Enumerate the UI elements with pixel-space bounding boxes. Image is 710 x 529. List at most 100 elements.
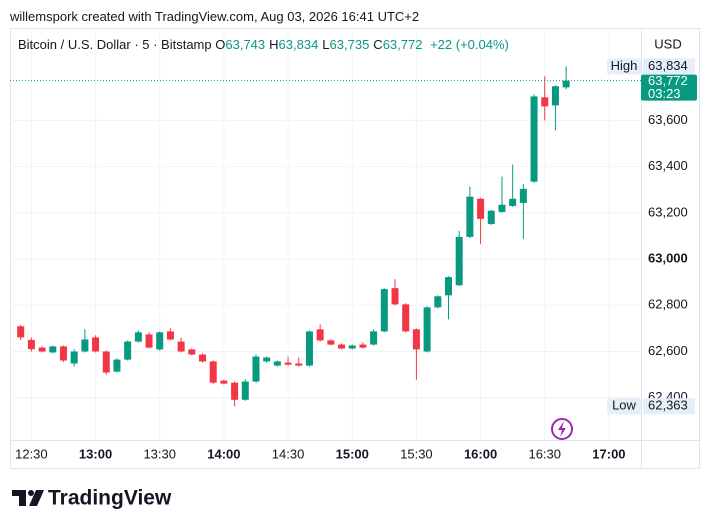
legend-key: C <box>373 37 383 52</box>
x-tick-label: 13:00 <box>79 446 112 461</box>
legend-key: O <box>215 37 226 52</box>
x-tick-label: 16:00 <box>464 446 497 461</box>
y-tick-label: 63,400 <box>648 158 688 173</box>
candle-body <box>156 332 164 350</box>
candle-body <box>348 345 356 349</box>
candle-body <box>370 331 378 345</box>
candle-body <box>359 344 367 348</box>
x-tick-label: 14:00 <box>207 446 240 461</box>
y-tick-label: 63,200 <box>648 204 688 219</box>
candle-body <box>188 349 196 355</box>
x-tick-label: 15:30 <box>400 446 433 461</box>
brand: TradingView <box>48 487 172 510</box>
candle-body <box>102 351 110 373</box>
candle-body <box>455 236 463 286</box>
last-price-label: 63,772 <box>648 73 688 88</box>
candle-body <box>412 329 420 350</box>
candle-body <box>81 339 89 352</box>
candle-body <box>273 361 281 366</box>
legend-value: 63,834 <box>278 37 319 52</box>
candle-body <box>391 288 399 305</box>
candle-body <box>252 356 260 382</box>
x-tick-label: 15:00 <box>336 446 369 461</box>
candle-body <box>466 196 474 237</box>
high_marker-value: 63,834 <box>648 58 688 73</box>
currency: USD <box>654 36 681 51</box>
candle-body <box>338 344 346 349</box>
candle-body <box>199 354 207 362</box>
last-price-box <box>641 74 697 101</box>
candle-body <box>380 289 388 332</box>
grid <box>10 28 641 440</box>
candle-body <box>327 340 335 345</box>
legend: Bitcoin / U.S. Dollar · 5 · Bitstamp O63… <box>18 37 513 52</box>
high_marker-tag-label: High <box>611 58 638 73</box>
candle-body <box>551 86 559 106</box>
replay-icon <box>551 418 573 440</box>
candle-body <box>92 337 100 352</box>
candle-body <box>530 96 538 182</box>
legend-key: H <box>269 37 279 52</box>
candle-body <box>231 382 239 400</box>
y-tick-label: 63,000 <box>648 251 688 266</box>
candles <box>10 66 641 407</box>
x-tick-label: 17:00 <box>592 446 625 461</box>
low_marker-tag-label: Low <box>612 398 636 413</box>
candle-body <box>434 296 442 308</box>
candle-body <box>27 339 35 350</box>
change: +22 (+0.04%) <box>430 37 509 52</box>
x-tick-label: 16:30 <box>528 446 561 461</box>
candle-body <box>477 198 485 219</box>
high_marker-tag <box>607 58 641 75</box>
candle-body <box>305 331 313 366</box>
x-tick-label: 12:30 <box>15 446 48 461</box>
candle-body <box>402 304 410 332</box>
candle-body <box>263 357 271 362</box>
axes: 62,40062,60062,80063,00063,20063,40063,6… <box>15 58 697 461</box>
candle-body <box>519 188 527 203</box>
low_marker-value-bg <box>643 398 695 415</box>
y-tick-label: 63,600 <box>648 112 688 127</box>
candle-body <box>38 347 46 352</box>
x-tick-label: 14:30 <box>272 446 305 461</box>
pane-border <box>10 28 700 469</box>
candle-body <box>124 341 132 360</box>
candle-body <box>49 346 57 353</box>
candle-body <box>444 277 452 296</box>
legend-value: 63,743 <box>225 37 266 52</box>
y-tick-label: 62,600 <box>648 343 688 358</box>
candle-body <box>509 198 517 206</box>
symbol-title: Bitcoin / U.S. Dollar · 5 · Bitstamp <box>18 37 212 52</box>
candle-body <box>145 334 153 348</box>
candle-body <box>177 341 185 352</box>
candle-body <box>220 380 228 384</box>
legend-value: 63,735 <box>329 37 370 52</box>
legend-key: L <box>322 37 330 52</box>
high_marker-value-bg <box>643 58 695 75</box>
candle-body <box>166 331 174 340</box>
candle-body <box>241 381 249 400</box>
x-tick-label: 13:30 <box>143 446 176 461</box>
ohlc: O63,743 H63,834 L63,735 C63,772 <box>215 37 426 52</box>
candle-body <box>562 80 570 88</box>
candle-body <box>316 329 324 341</box>
candle-body <box>17 326 25 338</box>
candle-body <box>59 346 67 361</box>
low_marker-tag <box>607 398 641 415</box>
candle-body <box>209 361 217 383</box>
candle-body <box>113 359 121 372</box>
candle-body <box>498 204 506 212</box>
candle-body <box>487 210 495 224</box>
credit: willemspork created with TradingView.com… <box>10 9 420 24</box>
candle-body <box>134 332 142 342</box>
candle-body <box>284 362 292 365</box>
legend-value: 63,772 <box>382 37 423 52</box>
candle-body <box>295 363 303 366</box>
brand-logo <box>12 490 44 506</box>
low_marker-value: 62,363 <box>648 398 688 413</box>
y-tick-label: 62,800 <box>648 297 688 312</box>
candle-body <box>423 307 431 352</box>
countdown-label: 03:23 <box>648 86 681 101</box>
